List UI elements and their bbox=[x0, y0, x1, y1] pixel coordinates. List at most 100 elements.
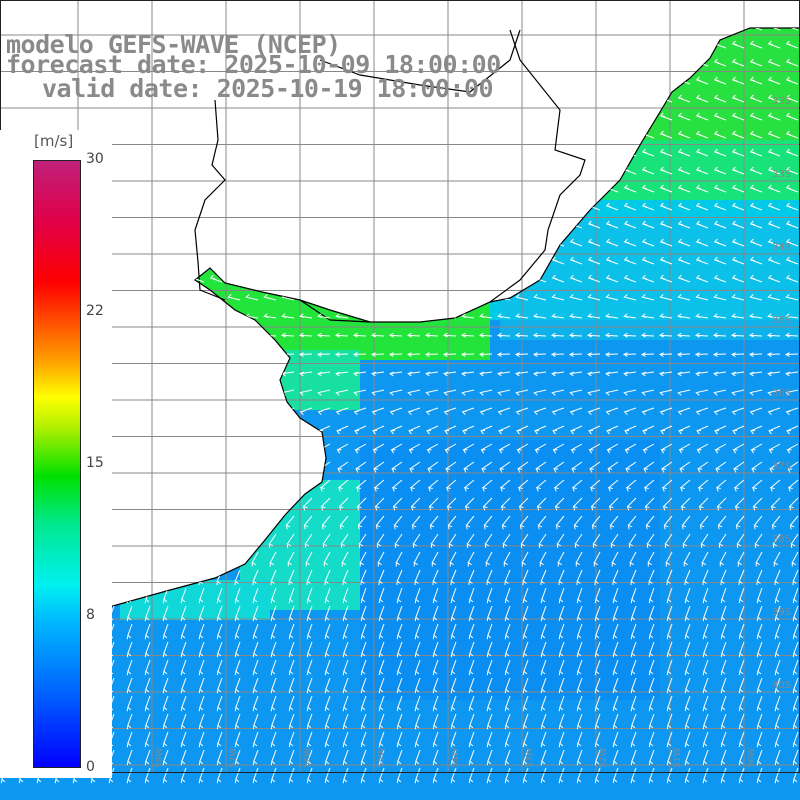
wind-arrow bbox=[679, 461, 691, 473]
wind-arrow bbox=[756, 641, 763, 658]
wind-arrow bbox=[406, 352, 421, 357]
wind-arrow bbox=[586, 352, 601, 357]
wind-arrow bbox=[588, 443, 601, 454]
wind-arrow bbox=[696, 425, 709, 435]
wind-arrow bbox=[551, 407, 565, 416]
wind-arrow bbox=[682, 533, 691, 549]
wind-arrow bbox=[407, 166, 421, 175]
wind-arrow bbox=[270, 767, 277, 784]
wind-arrow bbox=[611, 551, 619, 567]
wind-arrow bbox=[574, 533, 583, 549]
wind-arrow bbox=[496, 332, 511, 338]
wind-arrow bbox=[461, 371, 475, 377]
wind-arrow bbox=[749, 202, 763, 211]
wind-arrow bbox=[713, 274, 727, 283]
wind-arrow bbox=[317, 220, 331, 229]
wind-arrow bbox=[462, 425, 475, 435]
wind-arrow bbox=[136, 332, 151, 338]
wind-arrow bbox=[500, 497, 511, 511]
wind-arrow bbox=[785, 256, 799, 265]
wind-arrow bbox=[269, 551, 277, 567]
wind-arrow bbox=[662, 497, 673, 511]
wind-arrow bbox=[155, 313, 169, 319]
wind-arrow bbox=[126, 677, 133, 694]
wind-arrow bbox=[612, 749, 619, 766]
wind-arrow bbox=[414, 623, 421, 640]
wind-arrow bbox=[774, 587, 781, 604]
wind-arrow bbox=[551, 94, 565, 103]
wind-arrow bbox=[432, 767, 439, 784]
wind-arrow bbox=[173, 202, 187, 211]
wind-arrow bbox=[140, 479, 151, 492]
wind-arrow bbox=[497, 220, 511, 229]
wind-arrow bbox=[191, 389, 205, 396]
wind-arrow bbox=[268, 533, 277, 549]
wind-arrow bbox=[569, 130, 583, 139]
wind-arrow bbox=[605, 148, 619, 157]
wind-arrow bbox=[284, 479, 295, 492]
wind-arrow bbox=[698, 497, 709, 511]
wind-arrow bbox=[518, 497, 529, 511]
wind-arrow bbox=[497, 148, 511, 157]
wind-arrow bbox=[648, 587, 655, 604]
wind-arrow bbox=[270, 623, 277, 640]
wind-arrow bbox=[756, 695, 763, 712]
wind-arrow bbox=[335, 313, 349, 319]
wind-arrow bbox=[594, 641, 601, 658]
longitude-label: 56W bbox=[303, 748, 313, 768]
wind-arrow bbox=[605, 407, 619, 416]
wind-arrow bbox=[749, 130, 763, 139]
wind-arrow bbox=[192, 425, 205, 435]
wind-arrow bbox=[410, 497, 421, 511]
wind-arrow bbox=[569, 112, 583, 121]
wind-arrow bbox=[396, 569, 403, 586]
wind-arrow bbox=[785, 58, 799, 67]
wind-arrow bbox=[288, 641, 295, 658]
wind-arrow bbox=[504, 713, 511, 730]
wind-arrow bbox=[792, 587, 799, 604]
wind-arrow bbox=[701, 551, 709, 567]
wind-arrow bbox=[428, 497, 439, 511]
wind-arrow bbox=[587, 294, 601, 301]
wind-arrow bbox=[702, 587, 709, 604]
wind-arrow bbox=[589, 461, 601, 473]
wind-arrow bbox=[767, 220, 781, 229]
wind-arrow bbox=[731, 313, 745, 319]
wind-arrow bbox=[209, 202, 223, 211]
wind-arrow bbox=[353, 202, 367, 211]
wind-arrow bbox=[551, 130, 565, 139]
wind-arrow bbox=[785, 220, 799, 229]
wind-arrow bbox=[468, 605, 475, 622]
wind-arrow bbox=[281, 184, 295, 193]
wind-arrow bbox=[323, 551, 331, 567]
wind-arrow bbox=[712, 352, 727, 357]
wind-arrow bbox=[659, 202, 673, 211]
wind-arrow bbox=[245, 130, 259, 139]
wind-arrow bbox=[303, 515, 313, 530]
wind-arrow bbox=[623, 40, 637, 49]
wind-arrow bbox=[468, 623, 475, 640]
wind-arrow bbox=[605, 274, 619, 283]
wind-arrow bbox=[306, 695, 313, 712]
wind-arrow bbox=[216, 605, 223, 622]
wind-arrow bbox=[209, 371, 223, 377]
wind-arrow bbox=[749, 389, 763, 396]
wind-arrow bbox=[216, 749, 223, 766]
wind-arrow bbox=[306, 605, 313, 622]
wind-arrow bbox=[790, 533, 799, 549]
wind-arrow bbox=[210, 425, 223, 435]
wind-arrow bbox=[514, 352, 529, 357]
wind-arrow bbox=[486, 749, 493, 766]
wind-arrow bbox=[698, 479, 709, 492]
wind-arrow bbox=[680, 479, 691, 492]
wind-arrow bbox=[324, 587, 331, 604]
wind-arrow bbox=[587, 274, 601, 283]
wind-arrow bbox=[786, 443, 799, 454]
wind-arrow bbox=[479, 112, 493, 121]
wind-arrow bbox=[792, 641, 799, 658]
wind-arrow bbox=[431, 551, 439, 567]
wind-arrow bbox=[767, 313, 781, 319]
latitude-label: 34S bbox=[772, 242, 791, 253]
wind-arrow bbox=[227, 274, 241, 283]
wind-arrow bbox=[731, 274, 745, 283]
